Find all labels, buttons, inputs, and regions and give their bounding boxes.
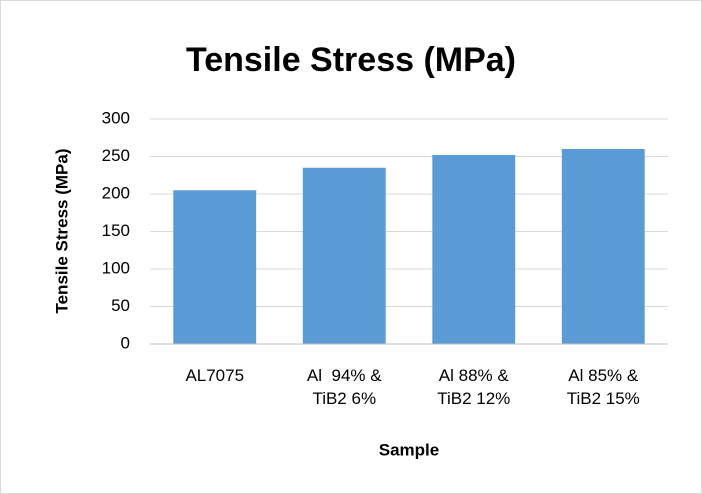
x-axis-label: Sample xyxy=(379,440,439,459)
y-tick-label: 300 xyxy=(102,108,130,127)
x-tick-label-box: Al 94% & TiB2 6% xyxy=(306,366,386,408)
x-tick-label: Al 88% & TiB2 12% xyxy=(437,366,514,408)
y-tick-label: 50 xyxy=(111,296,130,315)
y-axis-label: Tensile Stress (MPa) xyxy=(52,148,71,313)
y-tick-label: 200 xyxy=(102,183,130,202)
x-tick-label-box: Al 85% & TiB2 15% xyxy=(566,366,643,408)
bar xyxy=(302,167,386,344)
bar xyxy=(561,149,645,344)
y-tick-label: 150 xyxy=(102,221,130,240)
bar xyxy=(432,155,516,344)
y-tick-label: 250 xyxy=(102,146,130,165)
y-tick-label: 0 xyxy=(121,333,130,352)
x-tick-label-box: AL7075 xyxy=(185,366,245,385)
x-tick-label-box: Al 88% & TiB2 12% xyxy=(437,366,514,408)
x-tick-label: Al 85% & TiB2 15% xyxy=(566,366,643,408)
y-tick-label: 100 xyxy=(102,258,130,277)
x-tick-label: AL7075 xyxy=(185,366,245,385)
chart-title: Tensile Stress (MPa) xyxy=(186,41,516,79)
bar xyxy=(173,190,257,344)
x-tick-label: Al 94% & TiB2 6% xyxy=(306,366,386,408)
